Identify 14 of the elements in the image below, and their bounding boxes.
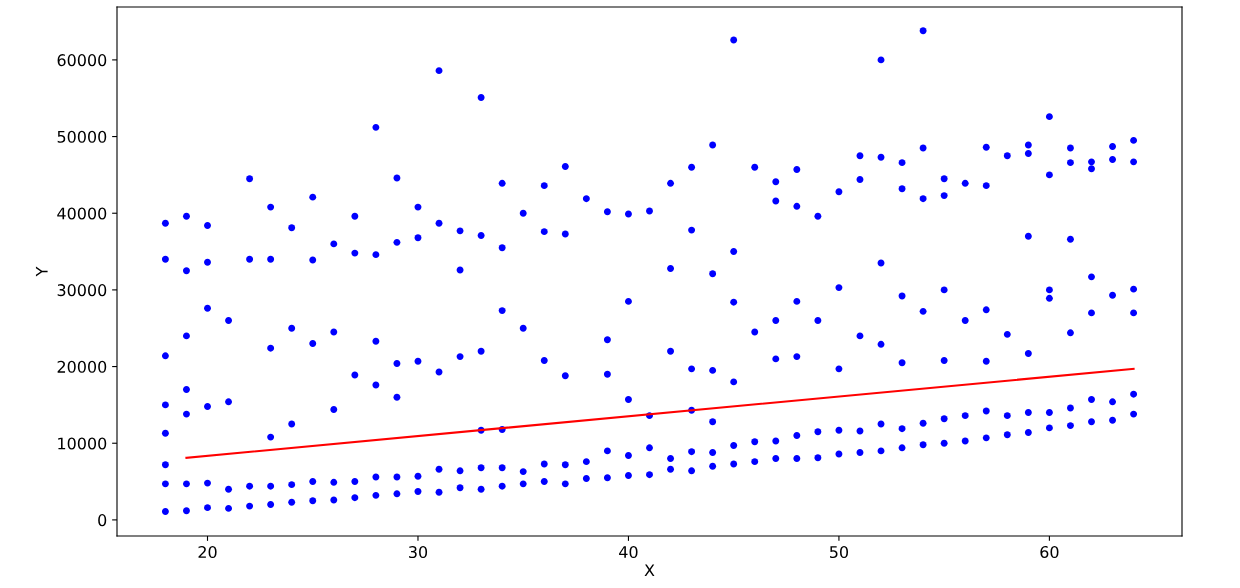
x-tick-label: 50: [830, 546, 849, 559]
y-tick-label: 60000: [57, 54, 107, 67]
y-tick-label: 50000: [57, 130, 107, 143]
x-tick-label: 60: [1040, 546, 1059, 559]
y-tick-label: 20000: [57, 360, 107, 373]
x-axis-title: X: [644, 564, 655, 577]
y-tick-label: 10000: [58, 437, 107, 450]
y-tick-label: 30000: [57, 284, 107, 297]
y-axis-title: Y: [35, 266, 48, 277]
x-tick-label: 20: [198, 546, 217, 559]
x-tick-label: 30: [409, 546, 428, 559]
y-tick-label: 0: [98, 514, 107, 527]
y-tick-label: 40000: [57, 207, 107, 220]
x-tick-label: 40: [619, 546, 638, 559]
